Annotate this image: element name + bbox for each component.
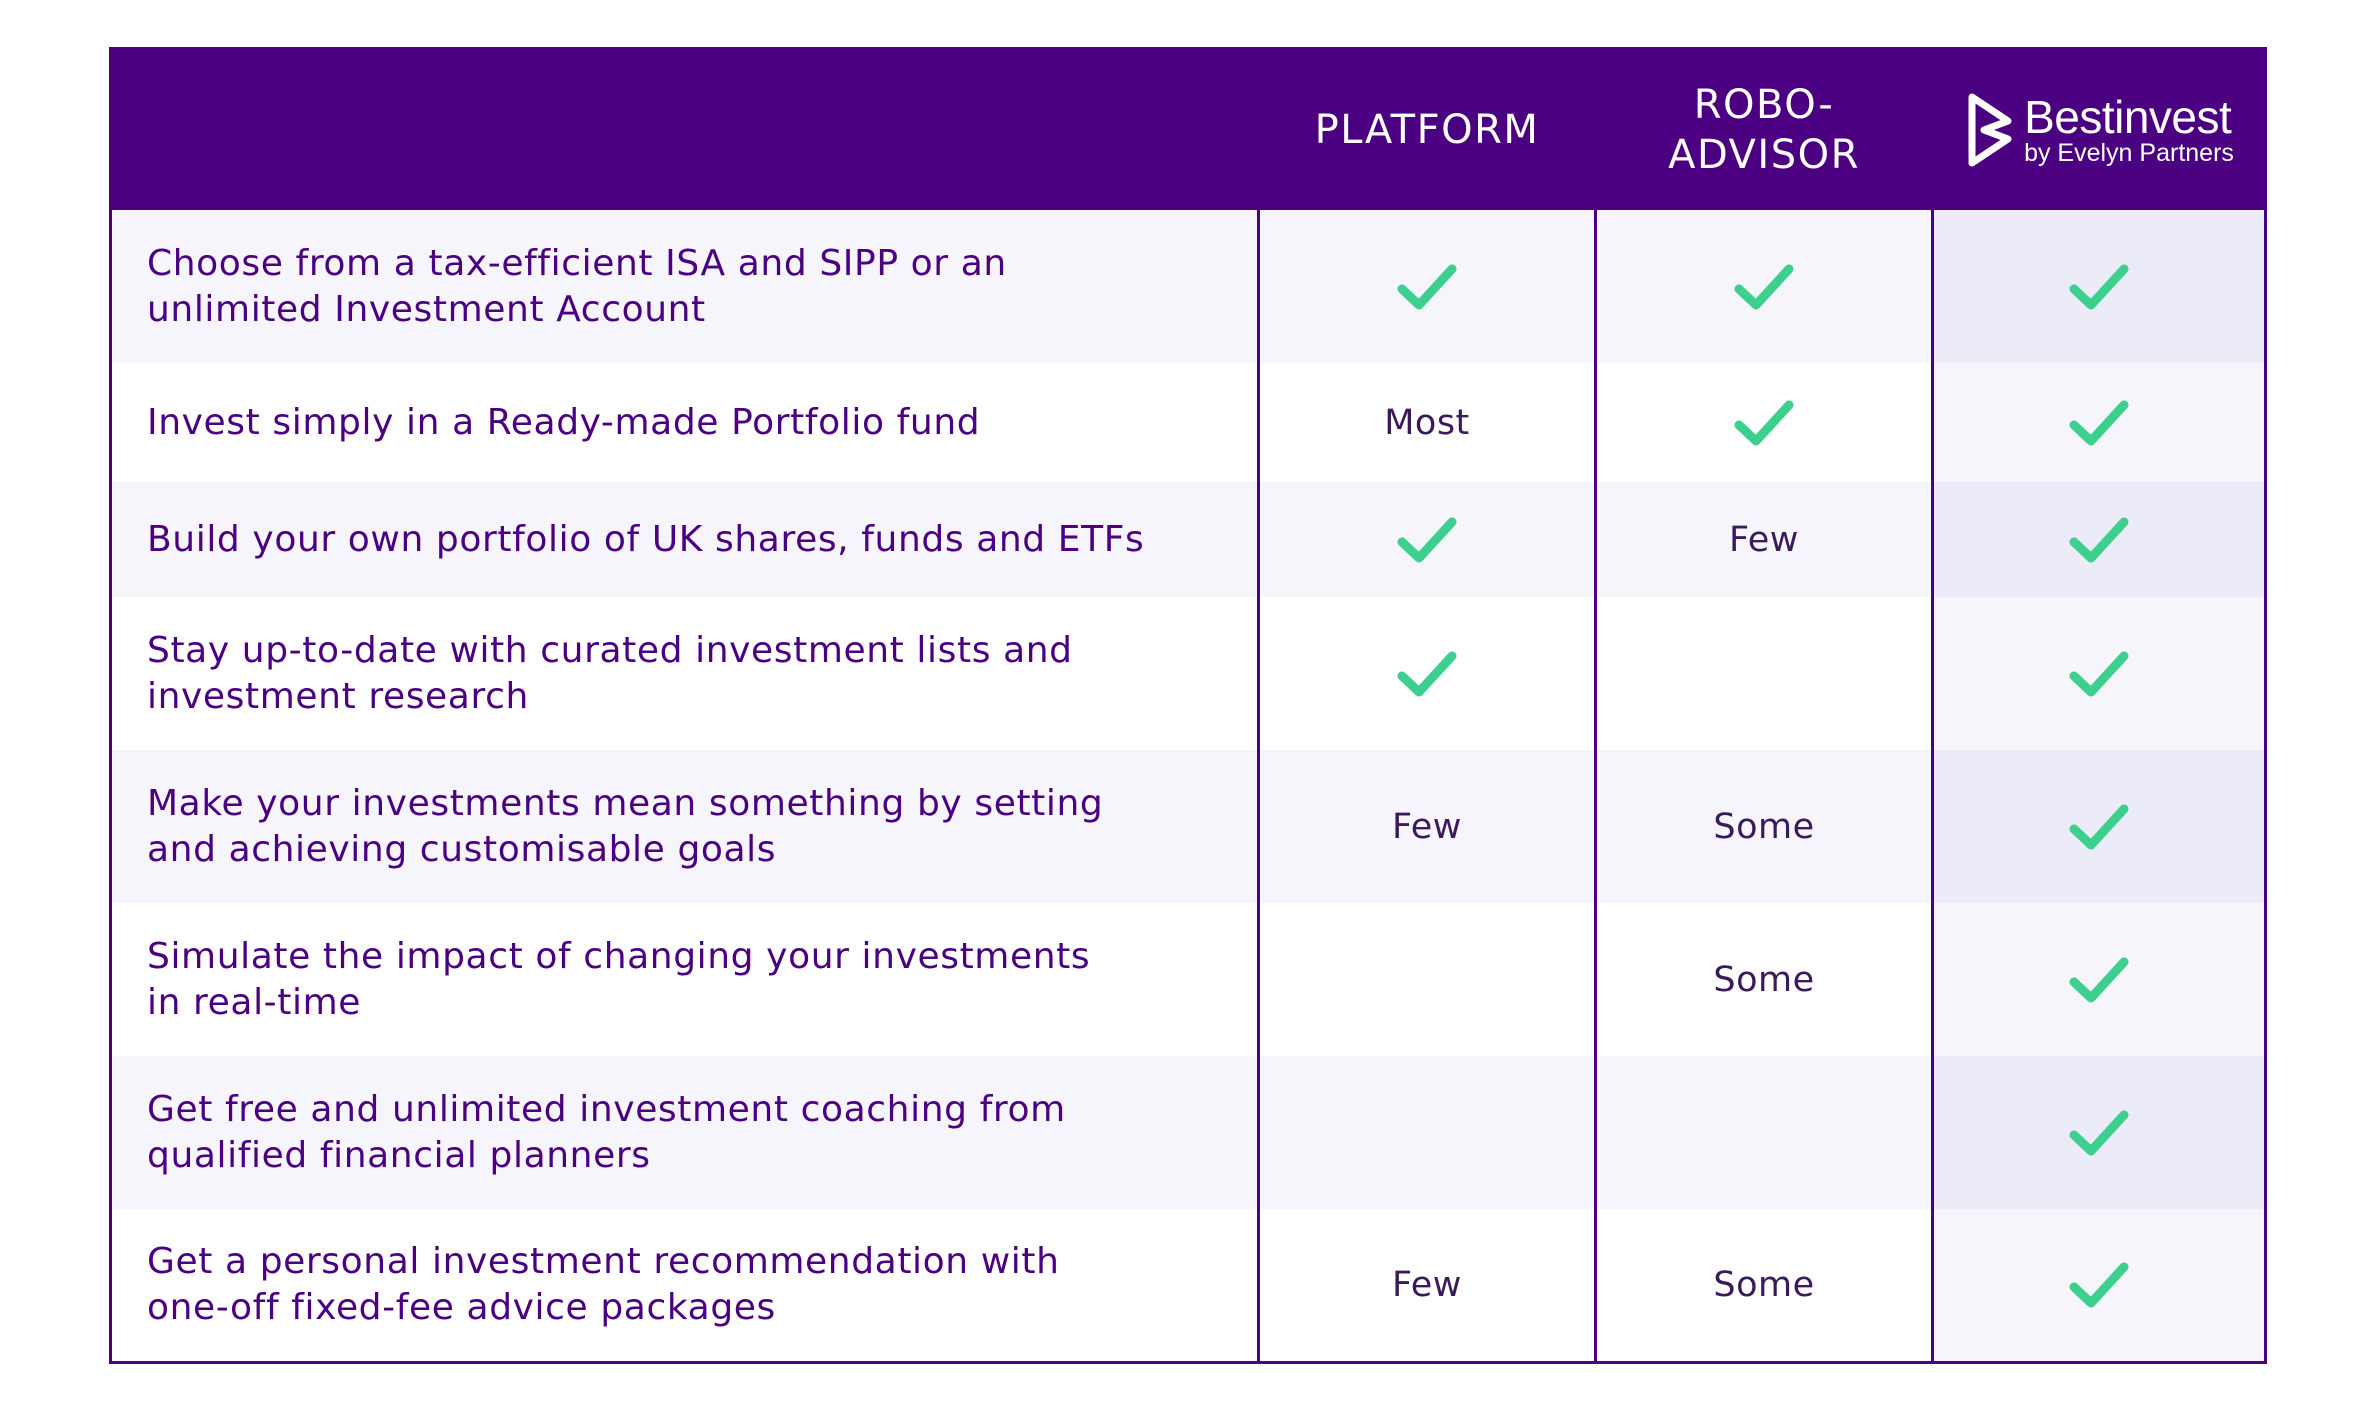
feature-label: Invest simply in a Ready-made Portfolio … <box>147 401 981 443</box>
bestinvest-cell <box>1934 363 2264 482</box>
robo-value: Some <box>1713 806 1815 847</box>
bestinvest-column-bg <box>1934 1209 2264 1361</box>
robo-cell: Some <box>1597 1209 1931 1361</box>
platform-cell: Most <box>1260 363 1594 482</box>
bestinvest-cell <box>1934 750 2264 903</box>
platform-value: Few <box>1392 806 1462 847</box>
comparison-table: PLATFORM ROBO- ADVISOR Bestinvest by Eve… <box>109 47 2267 1364</box>
bestinvest-cell <box>1934 482 2264 597</box>
feature-label: Make your investments mean something by … <box>147 782 1104 870</box>
checkmark-icon <box>1397 264 1457 309</box>
feature-label: Stay up-to-date with curated investment … <box>147 629 1073 717</box>
checkmark-icon <box>2069 517 2129 562</box>
checkmark-icon <box>2069 804 2129 849</box>
column-header-platform-label: PLATFORM <box>1314 107 1540 153</box>
checkmark-icon <box>2069 1262 2129 1308</box>
bestinvest-logo: Bestinvest by Evelyn Partners <box>1934 50 2264 210</box>
logo-name: Bestinvest <box>2024 91 2232 143</box>
bestinvest-cell <box>1934 597 2264 750</box>
feature-cell: Simulate the impact of changing your inv… <box>147 903 1227 1056</box>
robo-cell <box>1597 1056 1931 1209</box>
table-row: Invest simply in a Ready-made Portfolio … <box>112 363 2264 482</box>
robo-cell <box>1597 210 1931 363</box>
bestinvest-column-bg <box>1934 1056 2264 1209</box>
checkmark-icon <box>1397 517 1457 562</box>
robo-value: Some <box>1713 959 1815 1000</box>
feature-cell: Get a personal investment recommendation… <box>147 1209 1227 1361</box>
table-row: Choose from a tax-efficient ISA and SIPP… <box>112 210 2264 363</box>
feature-cell: Get free and unlimited investment coachi… <box>147 1056 1227 1209</box>
feature-label: Simulate the impact of changing your inv… <box>147 935 1091 1023</box>
platform-cell <box>1260 903 1594 1056</box>
checkmark-icon <box>2069 400 2129 445</box>
table-row: Get free and unlimited investment coachi… <box>112 1056 2264 1209</box>
platform-value: Few <box>1392 1265 1462 1305</box>
platform-cell <box>1260 1056 1594 1209</box>
table-row: Stay up-to-date with curated investment … <box>112 597 2264 750</box>
feature-cell: Make your investments mean something by … <box>147 750 1227 903</box>
table-row: Build your own portfolio of UK shares, f… <box>112 482 2264 597</box>
robo-value: Few <box>1729 519 1799 560</box>
feature-cell: Build your own portfolio of UK shares, f… <box>147 482 1227 597</box>
table-header: PLATFORM ROBO- ADVISOR Bestinvest by Eve… <box>112 50 2264 210</box>
feature-label: Choose from a tax-efficient ISA and SIPP… <box>147 242 1007 330</box>
bestinvest-logo-icon <box>1968 93 2012 167</box>
checkmark-icon <box>1734 400 1794 445</box>
feature-cell: Stay up-to-date with curated investment … <box>147 597 1227 750</box>
platform-cell <box>1260 597 1594 750</box>
feature-label: Get a personal investment recommendation… <box>147 1241 1060 1328</box>
bestinvest-cell <box>1934 1209 2264 1361</box>
platform-cell <box>1260 210 1594 363</box>
bestinvest-column-bg <box>1934 750 2264 903</box>
column-divider-1 <box>1257 210 1260 1361</box>
bestinvest-column-bg <box>1934 903 2264 1056</box>
platform-cell <box>1260 482 1594 597</box>
bestinvest-cell <box>1934 903 2264 1056</box>
platform-cell: Few <box>1260 1209 1594 1361</box>
logo-subtitle: by Evelyn Partners <box>2024 139 2234 167</box>
checkmark-icon <box>2069 1110 2129 1155</box>
feature-label: Build your own portfolio of UK shares, f… <box>147 518 1145 560</box>
platform-value: Most <box>1384 402 1470 443</box>
column-divider-2 <box>1594 210 1597 1361</box>
robo-value: Some <box>1713 1265 1815 1305</box>
feature-label: Get free and unlimited investment coachi… <box>147 1088 1066 1176</box>
robo-cell: Some <box>1597 903 1931 1056</box>
column-header-robo-line2: ADVISOR <box>1668 132 1860 178</box>
robo-cell: Some <box>1597 750 1931 903</box>
checkmark-icon <box>2069 264 2129 309</box>
bestinvest-column-bg <box>1934 210 2264 363</box>
platform-cell: Few <box>1260 750 1594 903</box>
robo-cell <box>1597 597 1931 750</box>
checkmark-icon <box>1397 651 1457 696</box>
checkmark-icon <box>2069 651 2129 696</box>
feature-cell: Choose from a tax-efficient ISA and SIPP… <box>147 210 1227 363</box>
column-header-robo-advisor: ROBO- ADVISOR <box>1597 50 1931 210</box>
robo-cell: Few <box>1597 482 1931 597</box>
table-row: Get a personal investment recommendation… <box>112 1209 2264 1361</box>
bestinvest-column-bg <box>1934 597 2264 750</box>
column-divider-3 <box>1931 210 1934 1361</box>
bestinvest-column-bg <box>1934 482 2264 597</box>
column-header-platform: PLATFORM <box>1260 50 1594 210</box>
robo-cell <box>1597 363 1931 482</box>
checkmark-icon <box>1734 264 1794 309</box>
table-row: Make your investments mean something by … <box>112 750 2264 903</box>
checkmark-icon <box>2069 957 2129 1002</box>
table-row: Simulate the impact of changing your inv… <box>112 903 2264 1056</box>
column-header-robo-line1: ROBO- <box>1693 82 1835 128</box>
bestinvest-cell <box>1934 210 2264 363</box>
bestinvest-column-bg <box>1934 363 2264 482</box>
feature-cell: Invest simply in a Ready-made Portfolio … <box>147 363 1227 482</box>
bestinvest-cell <box>1934 1056 2264 1209</box>
